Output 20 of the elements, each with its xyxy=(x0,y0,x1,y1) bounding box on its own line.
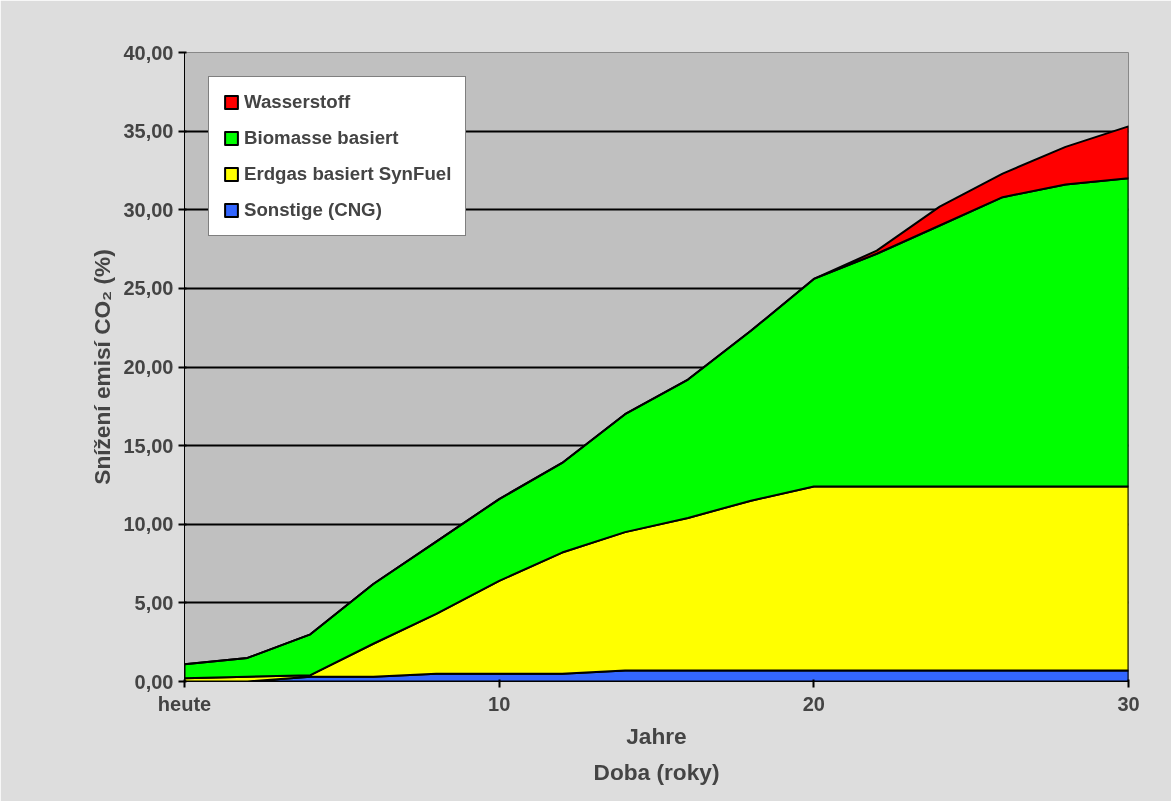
x-tick-label: 10 xyxy=(488,692,511,715)
y-tick-label: 5,00 xyxy=(134,591,174,614)
y-tick-label: 35,00 xyxy=(123,120,174,143)
y-axis-title: Snížení emisí CO₂ (%) xyxy=(89,249,116,485)
y-tick-label: 10,00 xyxy=(123,513,174,536)
x-tick-label: 30 xyxy=(1117,692,1140,715)
y-tick-label: 0,00 xyxy=(134,670,174,693)
y-tick-label: 20,00 xyxy=(123,356,174,378)
x-axis-title: Jahre xyxy=(626,722,687,749)
legend-label: Biomasse basiert xyxy=(244,127,399,149)
legend-label: Erdgas basiert SynFuel xyxy=(244,163,452,185)
y-tick-label: 25,00 xyxy=(123,277,174,300)
x-tick-label: heute xyxy=(157,692,212,715)
y-tick-label: 40,00 xyxy=(123,41,174,64)
legend-label: Sonstige (CNG) xyxy=(244,199,382,221)
y-tick-label: 15,00 xyxy=(123,434,174,457)
x-tick-label: 20 xyxy=(802,692,825,715)
legend-label: Wasserstoff xyxy=(244,91,351,113)
text: Doba (roky) xyxy=(593,758,720,785)
y-tick-label: 30,00 xyxy=(123,198,174,221)
